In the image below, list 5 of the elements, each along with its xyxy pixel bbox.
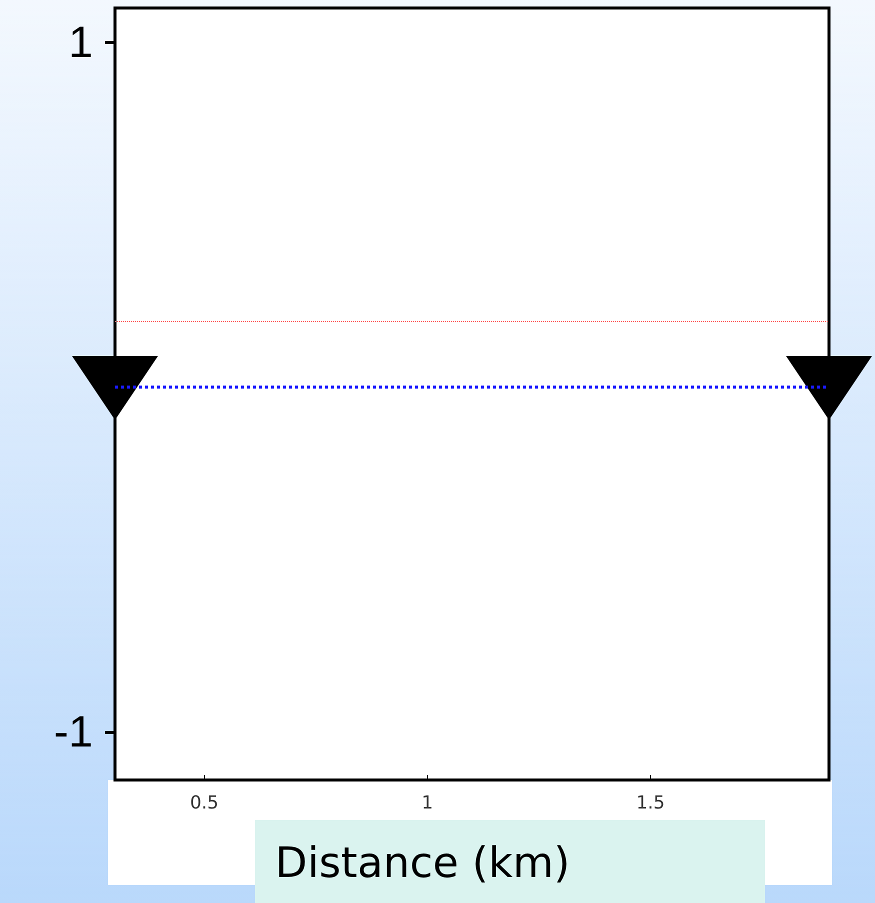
x-tick-label: 1 bbox=[422, 792, 434, 814]
x-tick-label: 0.5 bbox=[190, 792, 219, 814]
y-tick-label: -1 bbox=[54, 707, 93, 756]
x-tick-label: 1.5 bbox=[636, 792, 665, 814]
x-axis-title: Distance (km) bbox=[255, 820, 765, 903]
